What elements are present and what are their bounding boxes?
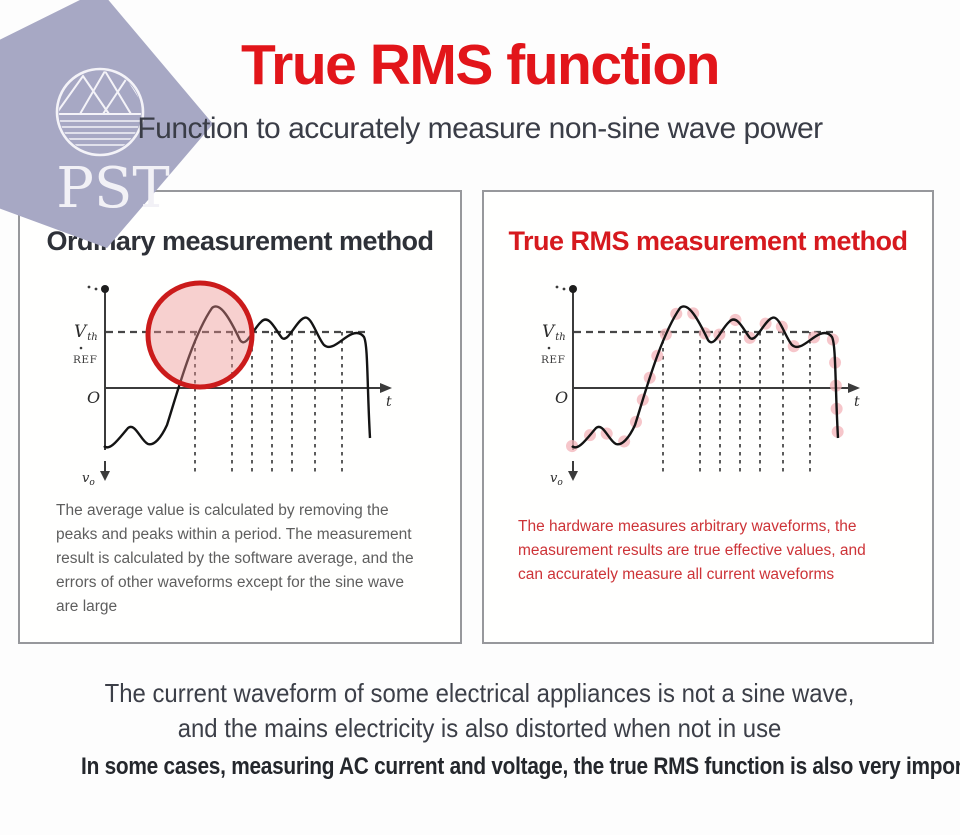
mountain-water-icon (55, 67, 145, 157)
true-rms-title: True RMS measurement method (508, 226, 908, 256)
y-axis-down-arrow (568, 471, 578, 481)
v-out-label: v (550, 471, 558, 486)
ref-label: REF (73, 354, 97, 366)
ordinary-method-panel: Ordinary measurement method (18, 190, 462, 644)
time-label: t (386, 394, 392, 410)
red-highlight-circle (145, 280, 255, 390)
v-threshold-label: V (542, 322, 556, 342)
svg-text:Vth: Vth (542, 322, 566, 343)
logo-text: PST (56, 156, 169, 221)
true-rms-panel: True RMS measurement method (482, 190, 934, 644)
x-axis-arrow (380, 383, 392, 393)
page-title: True RMS function (241, 33, 720, 97)
waveform-curve (103, 305, 372, 449)
time-label: t (854, 394, 860, 410)
origin-label: O (87, 388, 100, 407)
waveform-curve (571, 305, 840, 449)
gridlines (662, 332, 811, 475)
ref-label: REF (541, 354, 565, 366)
logo-hexagon (0, 0, 213, 248)
svg-text:vo: vo (550, 471, 563, 488)
page-subtitle: Function to accurately measure non-sine … (137, 112, 823, 145)
sampling-dots (566, 300, 844, 454)
footer-emphasis: In some cases, measuring AC current and … (81, 753, 960, 780)
true-rms-description: The hardware measures arbitrary waveform… (518, 518, 866, 583)
origin-label: O (555, 388, 568, 407)
y-axis-down-arrow (100, 471, 110, 481)
svg-text:vo: vo (82, 471, 95, 488)
ordinary-waveform-graph: Vth REF O t vo (73, 280, 392, 488)
true-rms-waveform-graph: Vth REF O t vo (541, 285, 860, 488)
v-threshold-label: V (74, 322, 88, 342)
svg-text:Vth: Vth (74, 322, 98, 343)
v-out-label: v (82, 471, 90, 486)
ordinary-method-description: The average value is calculated by remov… (56, 502, 414, 615)
pst-logo: PST (0, 0, 213, 248)
x-axis-arrow (848, 383, 860, 393)
footer-paragraph: The current waveform of some electrical … (105, 678, 855, 743)
